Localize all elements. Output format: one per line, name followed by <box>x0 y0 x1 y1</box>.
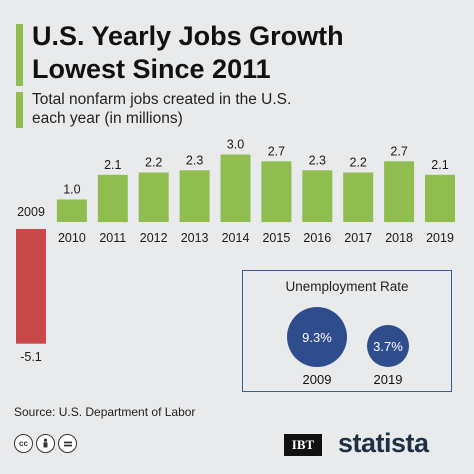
category-label-2013: 2013 <box>181 231 209 245</box>
category-label-2012: 2012 <box>140 231 168 245</box>
value-label-2014: 3.0 <box>227 138 244 152</box>
no-derivatives-icon[interactable] <box>58 434 77 453</box>
attribution-icon[interactable] <box>36 434 55 453</box>
category-label-2015: 2015 <box>262 231 290 245</box>
subtitle-line-1: Total nonfarm jobs created in the U.S. <box>32 91 292 108</box>
unemployment-title: Unemployment Rate <box>285 279 409 294</box>
title-line-2: Lowest Since 2011 <box>32 54 271 84</box>
title-line-1: U.S. Yearly Jobs Growth <box>32 21 344 51</box>
bar-2015 <box>261 161 292 223</box>
value-label-2013: 2.3 <box>186 153 203 167</box>
value-label-2018: 2.7 <box>390 144 407 158</box>
bar-2009 <box>16 229 46 344</box>
cc-license-icon[interactable]: cc <box>14 434 33 453</box>
bar-2010 <box>56 199 87 222</box>
subtitle-line-2: each year (in millions) <box>32 110 183 127</box>
license-icons: cc <box>14 434 77 453</box>
title-accent-bar <box>16 24 23 86</box>
bar-2018 <box>384 161 415 223</box>
value-label-2012: 2.2 <box>145 156 162 170</box>
value-label-2015: 2.7 <box>268 144 285 158</box>
subtitle-accent-bar <box>16 92 23 128</box>
unemployment-year-2019: 2019 <box>373 372 403 387</box>
bar-2011 <box>97 174 128 223</box>
bar-2019 <box>425 174 455 223</box>
category-label-2019: 2019 <box>426 231 454 245</box>
category-label-2017: 2017 <box>344 231 372 245</box>
unemployment-value-2009: 9.3% <box>302 329 332 345</box>
statista-logo[interactable]: statista <box>338 428 429 458</box>
bar-2016 <box>302 170 333 222</box>
chart-title: U.S. Yearly Jobs Growth Lowest Since 201… <box>32 20 462 86</box>
bar-2013 <box>179 170 210 222</box>
bar-2012 <box>138 172 169 222</box>
unemployment-panel: Unemployment Rate 9.3% 3.7% 2009 2019 <box>242 270 452 392</box>
source-note: Source: U.S. Department of Labor <box>14 405 196 419</box>
value-label-2016: 2.3 <box>309 153 326 167</box>
unemployment-value-2019: 3.7% <box>373 338 403 354</box>
chart-subtitle: Total nonfarm jobs created in the U.S. e… <box>32 90 462 128</box>
category-label-2010: 2010 <box>58 231 86 245</box>
category-label-2018: 2018 <box>385 231 413 245</box>
bar-2014 <box>220 154 251 222</box>
unemployment-year-2009: 2009 <box>302 372 332 387</box>
category-label-2016: 2016 <box>303 231 331 245</box>
value-label-2011: 2.1 <box>104 158 121 172</box>
category-label-2014: 2014 <box>222 231 250 245</box>
unemployment-bubble-2019: 3.7% <box>367 325 409 367</box>
category-label-2009: 2009 <box>17 205 45 219</box>
value-label-2019: 2.1 <box>431 158 448 172</box>
ibt-logo[interactable]: IBT <box>284 434 322 456</box>
unemployment-bubble-2009: 9.3% <box>287 307 347 367</box>
value-label-2017: 2.2 <box>350 156 367 170</box>
value-label-2009: -5.1 <box>20 350 42 364</box>
value-label-2010: 1.0 <box>63 183 80 197</box>
category-label-2011: 2011 <box>99 231 126 245</box>
bar-2017 <box>343 172 374 222</box>
